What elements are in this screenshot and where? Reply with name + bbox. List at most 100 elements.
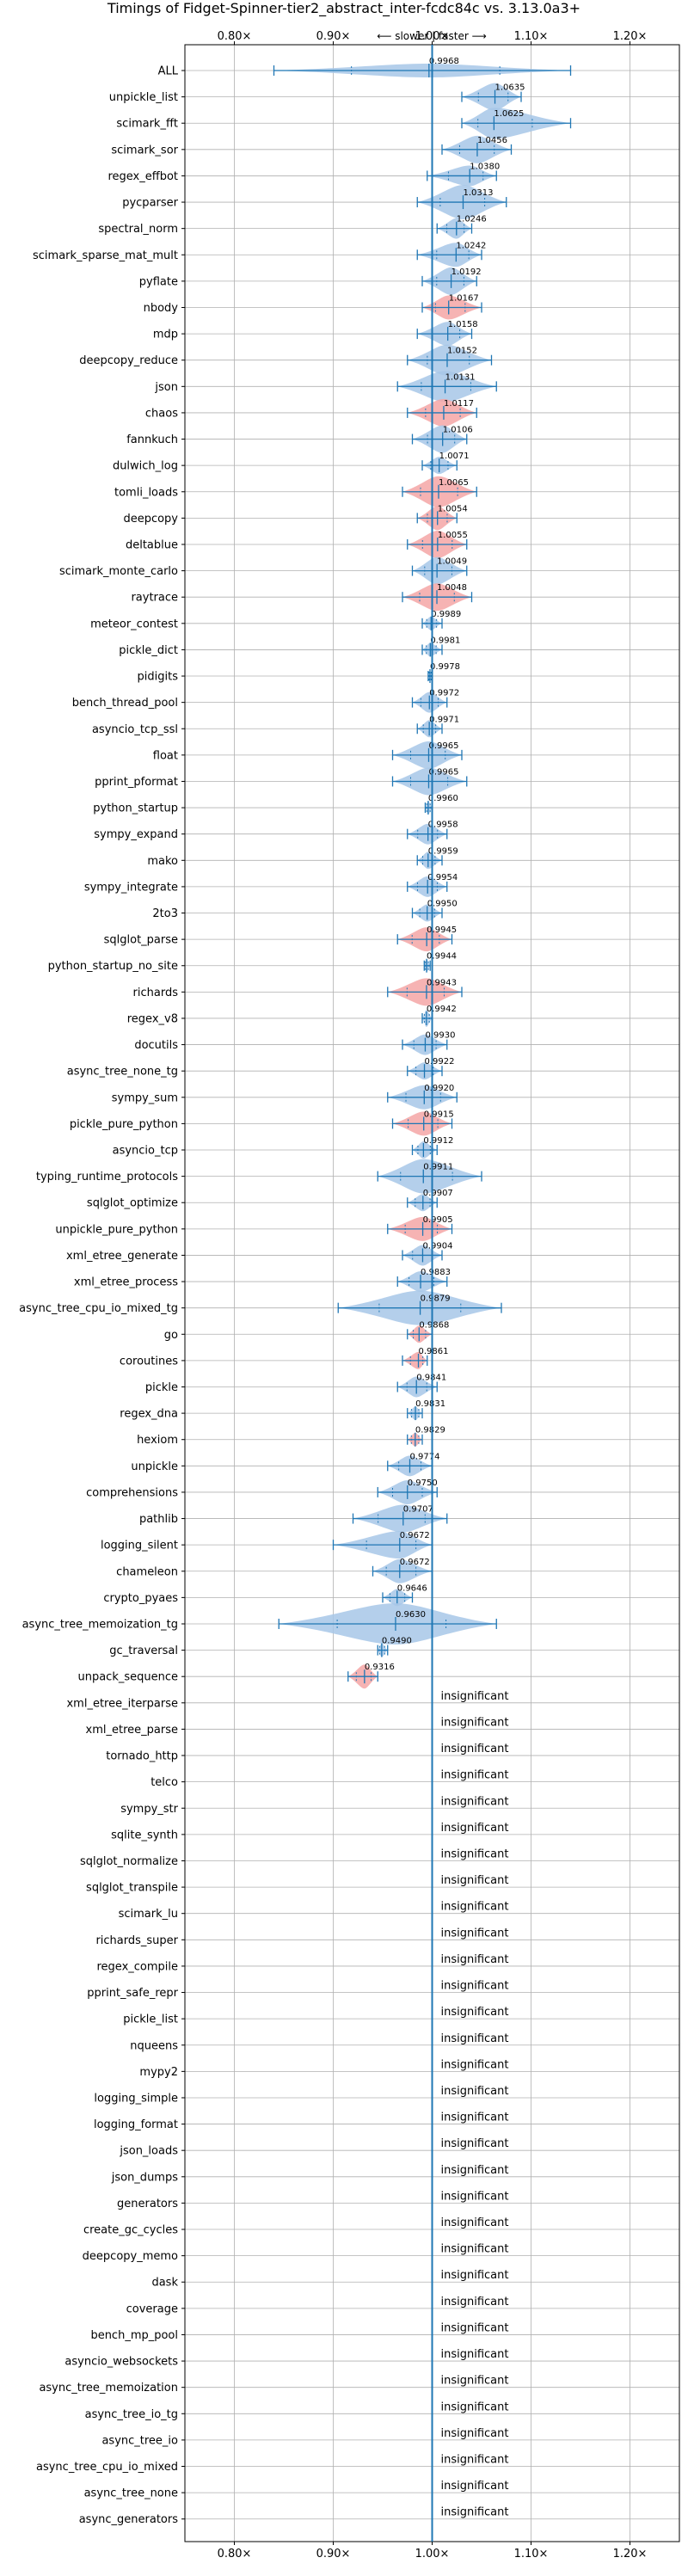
data-label: 1.0054 [438,504,468,513]
insignificant-label: insignificant [441,2243,509,2256]
data-label: 0.9989 [431,610,461,619]
data-label: 0.9920 [424,1084,454,1093]
category-label: ALL [158,65,179,78]
data-label: 0.9960 [428,794,458,803]
category-label: pycparser [122,197,178,210]
insignificant-label: insignificant [441,2137,509,2150]
insignificant-label: insignificant [441,2216,509,2229]
data-label: 1.0158 [448,320,478,329]
category-label: go [164,1329,178,1342]
insignificant-label: insignificant [441,2348,509,2361]
category-label: async_tree_cpu_io_mixed_tg [19,1302,178,1315]
category-label: sqlglot_parse [104,934,178,947]
category-label: async_tree_none_tg [67,1066,178,1079]
category-label: unpickle_pure_python [55,1223,178,1236]
category-label: async_tree_io_tg [85,2408,178,2421]
category-label: pprint_safe_repr [87,1987,178,2000]
data-label: 0.9750 [408,1479,438,1488]
category-label: asyncio_tcp_ssl [92,723,178,736]
data-label: 1.0242 [456,241,486,250]
x-tick-label-top: 0.80× [218,30,252,43]
category-label: deltablue [126,538,178,551]
x-tick-label-bottom: 1.10× [514,2548,549,2561]
data-label: 0.9911 [423,1163,453,1172]
x-tick-label-top: 1.20× [613,30,648,43]
category-label: chaos [145,407,178,420]
x-tick-label-bottom: 1.00× [415,2548,450,2561]
category-label: richards_super [95,1934,178,1947]
insignificant-label: insignificant [441,1953,509,1966]
category-label: json_dumps [111,2171,178,2184]
insignificant-label: insignificant [441,2085,509,2098]
x-tick-label-bottom: 0.90× [316,2548,351,2561]
data-label: 0.9912 [423,1136,453,1146]
data-label: 0.9942 [427,1005,457,1014]
category-label: float [153,749,178,762]
category-label: pickle_dict [119,644,178,657]
category-label: mdp [153,329,178,341]
category-label: async_tree_io [101,2434,178,2447]
category-label: scimark_sor [111,144,178,157]
chart-title: Timings of Fidget-Spinner-tier2_abstract… [107,0,580,17]
category-label: tomli_loads [114,486,178,499]
category-label: python_startup_no_site [48,960,178,973]
data-label: 1.0380 [470,162,500,171]
data-label: 0.9981 [430,636,460,645]
insignificant-label: insignificant [441,2164,509,2177]
data-label: 1.0065 [439,478,469,488]
category-label: deepcopy_reduce [79,354,178,367]
category-label: richards [133,987,179,999]
x-tick-label-bottom: 0.80× [218,2548,252,2561]
data-label: 0.9965 [428,767,458,777]
category-label: coroutines [120,1355,178,1368]
data-label: 1.0131 [445,372,476,382]
insignificant-label: insignificant [441,2190,509,2203]
insignificant-label: insignificant [441,2454,509,2467]
category-label: meteor_contest [90,618,178,630]
data-label: 0.9907 [423,1189,453,1198]
data-label: 1.0456 [477,136,507,145]
data-label: 1.0048 [437,583,467,593]
data-label: 0.9774 [410,1452,440,1461]
data-label: 1.0635 [495,83,525,93]
data-label: 0.9868 [419,1320,449,1330]
category-label: docutils [134,1039,178,1052]
data-label: 0.9959 [428,846,458,856]
category-label: async_tree_memoization [39,2382,178,2395]
data-label: 0.9879 [421,1294,451,1304]
category-label: json [154,381,178,394]
category-label: fannkuch [126,433,178,446]
insignificant-label: insignificant [441,1822,509,1835]
category-label: spectral_norm [98,223,178,236]
x-tick-label-bottom: 1.20× [613,2548,648,2561]
data-label: 0.9943 [427,978,457,987]
category-label: chameleon [116,1565,178,1578]
category-label: unpickle [131,1460,178,1473]
data-label: 0.9968 [429,57,459,66]
x-tick-label-top: 1.00× [415,30,450,43]
data-label: 0.9883 [421,1268,451,1277]
category-label: sqlglot_optimize [87,1197,178,1210]
direction-note: ⟵ slower | faster ⟶ [377,30,487,42]
category-label: pathlib [139,1513,178,1526]
data-label: 0.9672 [400,1531,430,1540]
category-label: crypto_pyaes [103,1592,178,1605]
category-label: sympy_integrate [84,881,178,894]
category-label: nqueens [130,2039,178,2052]
data-label: 0.9904 [422,1241,452,1251]
category-label: tornado_http [106,1750,178,1763]
insignificant-label: insignificant [441,2058,509,2071]
data-label: 0.9672 [400,1558,430,1567]
insignificant-label: insignificant [441,1901,509,1914]
category-label: generators [117,2198,178,2210]
data-label: 1.0117 [444,399,474,409]
insignificant-label: insignificant [441,2480,509,2493]
data-label: 0.9905 [423,1215,453,1225]
category-label: python_startup [93,802,178,815]
category-label: typing_runtime_protocols [36,1171,178,1183]
category-label: gc_traversal [109,1645,178,1657]
category-label: sympy_expand [94,828,178,841]
category-label: logging_format [94,2118,178,2131]
category-label: scimark_fft [116,118,178,131]
data-label: 1.0152 [447,347,477,356]
